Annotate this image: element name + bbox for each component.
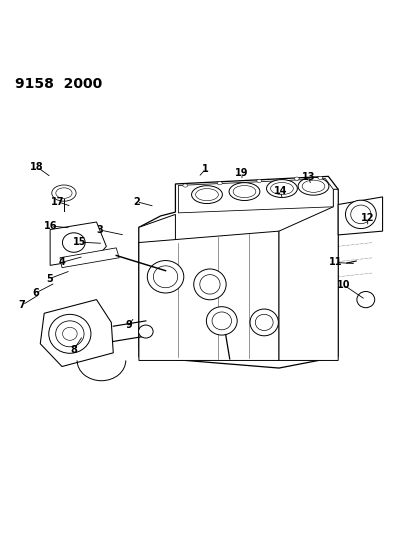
Text: 9158  2000: 9158 2000 (15, 77, 102, 91)
Polygon shape (60, 248, 119, 268)
Ellipse shape (212, 312, 231, 330)
Text: 16: 16 (44, 221, 58, 231)
Text: 3: 3 (97, 225, 104, 235)
Ellipse shape (346, 200, 376, 229)
Text: 17: 17 (51, 197, 64, 207)
Ellipse shape (49, 314, 91, 353)
Ellipse shape (217, 182, 222, 185)
Text: 13: 13 (302, 172, 316, 182)
Ellipse shape (351, 205, 371, 224)
Ellipse shape (153, 266, 178, 288)
Polygon shape (279, 189, 338, 360)
Ellipse shape (62, 233, 85, 252)
Ellipse shape (206, 306, 237, 335)
Ellipse shape (255, 314, 273, 330)
Polygon shape (139, 214, 175, 349)
Ellipse shape (298, 177, 329, 195)
Text: 14: 14 (274, 187, 287, 197)
Text: 5: 5 (46, 273, 53, 284)
Polygon shape (50, 222, 106, 265)
Ellipse shape (192, 185, 222, 204)
Ellipse shape (267, 180, 298, 197)
Ellipse shape (318, 176, 323, 180)
Ellipse shape (56, 188, 72, 198)
Polygon shape (338, 197, 383, 235)
Ellipse shape (257, 179, 262, 182)
Ellipse shape (200, 274, 220, 294)
Ellipse shape (357, 292, 375, 308)
Polygon shape (178, 179, 333, 213)
Ellipse shape (270, 182, 293, 195)
Ellipse shape (302, 180, 325, 192)
Text: 12: 12 (361, 213, 374, 223)
Ellipse shape (229, 183, 260, 200)
Ellipse shape (139, 325, 153, 338)
Text: 4: 4 (58, 257, 65, 268)
Polygon shape (139, 231, 279, 360)
Text: 9: 9 (125, 320, 132, 330)
Text: 10: 10 (337, 280, 350, 290)
Ellipse shape (194, 269, 226, 300)
Polygon shape (40, 300, 113, 367)
Ellipse shape (147, 261, 184, 293)
Text: 7: 7 (19, 300, 25, 310)
Text: 2: 2 (133, 197, 140, 207)
Ellipse shape (183, 184, 188, 187)
Text: 19: 19 (235, 168, 249, 178)
Ellipse shape (52, 185, 76, 201)
Text: 11: 11 (328, 257, 342, 268)
Ellipse shape (250, 309, 278, 336)
Text: 15: 15 (73, 237, 87, 247)
Ellipse shape (55, 321, 84, 347)
Text: 18: 18 (30, 162, 44, 172)
Text: 1: 1 (202, 164, 209, 174)
Text: 6: 6 (32, 288, 39, 298)
Ellipse shape (294, 177, 299, 180)
Ellipse shape (62, 327, 77, 340)
Ellipse shape (233, 185, 256, 198)
Text: 8: 8 (70, 345, 77, 354)
Polygon shape (139, 176, 338, 368)
Ellipse shape (196, 189, 218, 201)
